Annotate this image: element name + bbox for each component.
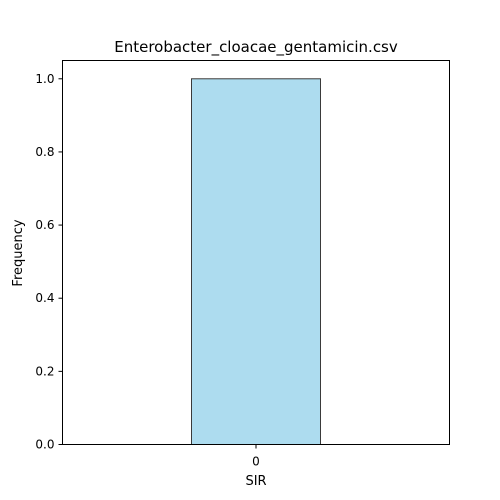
x-ticks-group: 0 [252,444,260,469]
y-axis-label: Frequency [11,219,26,286]
x-axis-label: SIR [245,474,266,489]
bars-group [191,78,321,446]
x-tick-label: 0 [252,455,260,469]
y-tick-label: 0.0 [35,438,54,452]
chart-title: Enterobacter_cloacae_gentamicin.csv [114,38,398,57]
y-tick-label: 0.4 [35,291,54,305]
y-tick-label: 0.6 [35,218,54,232]
y-tick-label: 0.2 [35,364,54,378]
y-tick-label: 1.0 [35,72,54,86]
y-ticks-group: 0.0 0.2 0.4 0.6 0.8 1.0 [35,72,63,452]
bar-0 [191,78,321,446]
y-tick-label: 0.8 [35,145,54,159]
plot-frame [62,60,450,445]
